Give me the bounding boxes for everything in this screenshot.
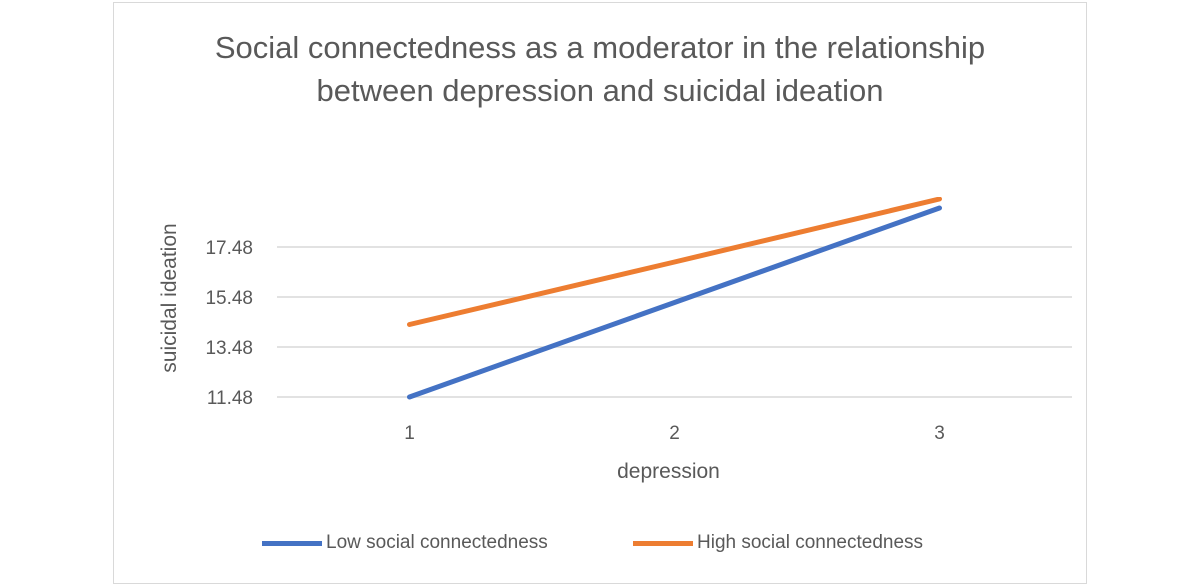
x-tick-label: 3 <box>934 423 945 444</box>
legend-item-high: High social connectedness <box>633 532 923 554</box>
chart-area <box>113 2 1087 584</box>
legend-swatch-low <box>262 540 322 546</box>
legend-item-low: Low social connectedness <box>262 532 548 554</box>
y-tick-label: 11.48 <box>207 388 253 409</box>
y-tick-label: 13.48 <box>205 338 253 359</box>
y-tick-label: 15.48 <box>205 288 253 309</box>
legend-swatch-high <box>633 540 693 546</box>
legend-label-high: High social connectedness <box>697 532 924 553</box>
x-tick-label: 1 <box>404 423 415 444</box>
series-line-low <box>407 205 942 400</box>
y-axis-label: suicidal ideation <box>158 223 181 372</box>
x-axis-label: depression <box>617 460 720 483</box>
legend-label-low: Low social connectedness <box>326 532 548 553</box>
y-tick-label: 17.48 <box>205 238 253 259</box>
chart-title: Social connectedness as a moderator in t… <box>214 30 986 108</box>
x-tick-label: 2 <box>669 423 680 444</box>
series-line-high <box>407 197 942 327</box>
